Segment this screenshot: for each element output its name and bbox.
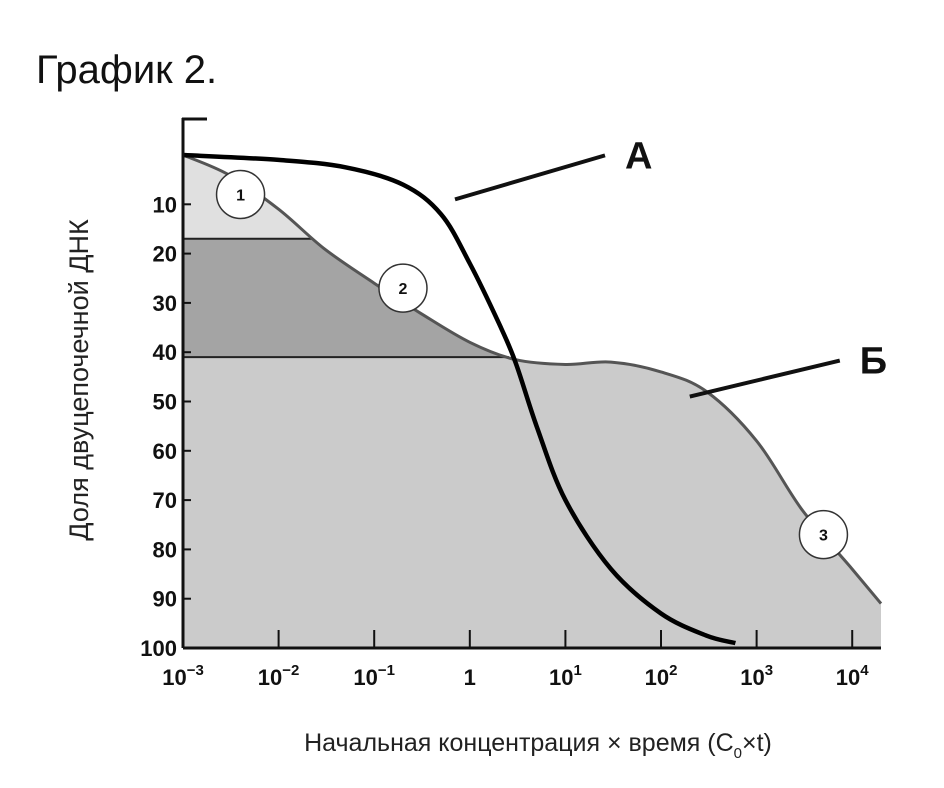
y-tick-label: 70: [153, 488, 177, 513]
series-label-leaders: АБ: [454, 135, 887, 399]
fraction-marker-1: 1: [215, 169, 266, 220]
curves: [182, 152, 883, 646]
y-tick-label: 30: [153, 291, 177, 316]
fraction-markers: 1 2 3: [215, 169, 849, 560]
y-tick-label: 50: [153, 390, 177, 415]
fraction-marker-circle: [215, 169, 266, 220]
fraction-marker-label: 2: [399, 281, 408, 298]
x-tick-label: 10−2: [258, 662, 300, 690]
fraction-marker-label: 3: [819, 528, 828, 545]
x-tick-label: 101: [549, 662, 582, 690]
x-axis-label-main: Начальная концентрация × время (C: [304, 729, 734, 757]
series-label-leader: [454, 153, 606, 202]
y-tick-label: 90: [153, 587, 177, 612]
y-tick-label: 80: [153, 537, 177, 562]
chart-title: График 2.: [36, 48, 217, 92]
fraction-area-2: [183, 238, 881, 358]
y-axis-label: Доля двуцепочечной ДНК: [64, 219, 94, 541]
curve-b: [182, 153, 883, 605]
x-axis-label-sub: 0: [734, 745, 742, 762]
fraction-area-1: [183, 155, 881, 239]
y-tick-label: 40: [153, 340, 177, 365]
x-tick-label: 103: [740, 662, 773, 690]
x-axis-label: Начальная концентрация × время (C0×t): [304, 729, 772, 762]
y-tick-label: 20: [153, 242, 177, 267]
fraction-marker-circle: [378, 263, 428, 313]
x-tick-label: 102: [645, 662, 678, 690]
y-tick-label: 100: [140, 636, 177, 661]
fraction-marker-3: 3: [798, 509, 849, 560]
y-tick-label: 10: [153, 192, 177, 217]
x-axis-label-after: ×t): [742, 729, 772, 757]
series-label: Б: [860, 341, 887, 383]
fraction-marker-circle: [798, 509, 849, 560]
fraction-area-3: [183, 357, 881, 648]
fraction-areas: [183, 155, 881, 648]
curve-a: [182, 152, 736, 646]
series-label: А: [625, 135, 652, 177]
x-tick-label: 1: [464, 665, 476, 690]
series-label-leader: [689, 358, 841, 399]
y-tick-label: 60: [153, 439, 177, 464]
x-tick-label: 10−3: [162, 662, 204, 690]
x-tick-label: 10−1: [353, 662, 395, 690]
fraction-marker-label: 1: [236, 187, 245, 204]
fraction-marker-2: 2: [378, 263, 428, 313]
x-tick-label: 104: [836, 662, 869, 690]
